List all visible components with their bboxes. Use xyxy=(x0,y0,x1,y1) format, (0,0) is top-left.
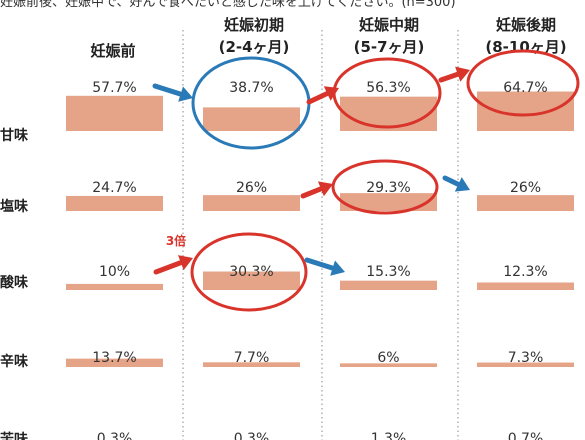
value-label-r4-c1: 0.3% xyxy=(234,431,270,440)
bar-r1-c1 xyxy=(203,195,300,211)
bar-r3-c3 xyxy=(477,362,574,367)
bar-r0-c1 xyxy=(203,107,300,131)
row-label-1: 塩味 xyxy=(0,198,28,215)
top-caption: 妊娠前後、妊娠中で、好んで食べたいと感じた味を上げてください。(n=300) xyxy=(0,0,456,10)
bar-r0-c2 xyxy=(340,96,437,131)
row-label-3: 辛味 xyxy=(0,353,28,370)
trend-arrow-4-shaft xyxy=(442,175,461,187)
bar-r0-c0 xyxy=(66,95,163,131)
bar-r0-c3 xyxy=(477,91,574,131)
value-label-r2-c0: 10% xyxy=(99,264,130,280)
header-col-2-line1: 妊娠中期 xyxy=(358,16,419,34)
highlight-circle-0 xyxy=(191,56,311,150)
value-label-r1-c2: 29.3% xyxy=(366,180,410,196)
trend-arrow-2-shaft xyxy=(438,71,461,83)
trend-arrow-6-shaft xyxy=(304,257,336,271)
header-col-2: 妊娠中期 (5-7ヶ月) xyxy=(329,14,449,58)
row-label-2: 酸味 xyxy=(0,274,28,291)
value-label-r0-c0: 57.7% xyxy=(92,80,136,96)
value-label-r1-c3: 26% xyxy=(510,180,541,196)
value-label-r2-c3: 12.3% xyxy=(503,264,547,280)
bar-r3-c1 xyxy=(203,362,300,367)
value-label-r3-c0: 13.7% xyxy=(92,350,136,366)
trend-arrow-0-shaft xyxy=(152,83,184,97)
row-label-0: 甘味 xyxy=(0,127,28,144)
value-label-r0-c2: 56.3% xyxy=(366,80,410,96)
bar-r2-c2 xyxy=(340,280,437,290)
value-label-r1-c0: 24.7% xyxy=(92,180,136,196)
value-label-r1-c1: 26% xyxy=(236,180,267,196)
highlight-circle-4 xyxy=(190,232,308,312)
value-label-r3-c2: 6% xyxy=(377,350,399,366)
callout-3x: 3倍 xyxy=(166,233,186,248)
highlight-circle-2 xyxy=(466,49,580,117)
value-label-r0-c1: 38.7% xyxy=(229,80,273,96)
bar-r2-c0 xyxy=(66,283,163,290)
trend-arrow-6-head xyxy=(330,260,345,276)
value-label-r3-c1: 7.7% xyxy=(234,350,270,366)
header-col-3-line1: 妊娠後期 xyxy=(495,16,556,34)
bar-r1-c0 xyxy=(66,195,163,211)
value-label-r4-c2: 1.3% xyxy=(371,431,407,440)
header-col-1-line2: (2-4ヶ月) xyxy=(218,38,290,56)
value-label-r4-c0: 0.3% xyxy=(97,431,133,440)
bar-r1-c3 xyxy=(477,195,574,211)
header-col-2-line2: (5-7ヶ月) xyxy=(353,38,425,56)
value-label-r0-c3: 64.7% xyxy=(503,80,547,96)
bar-r2-c3 xyxy=(477,282,574,290)
value-label-r2-c1: 30.3% xyxy=(229,264,273,280)
row-label-4: 苦味 xyxy=(0,431,28,440)
value-label-r3-c3: 7.3% xyxy=(508,350,544,366)
header-col-1: 妊娠初期 (2-4ヶ月) xyxy=(194,14,314,58)
bar-r1-c2 xyxy=(340,193,437,211)
trend-arrow-1-head xyxy=(323,86,339,101)
trend-arrow-5-head xyxy=(178,255,193,271)
highlight-circle-3 xyxy=(331,159,439,215)
bar-r3-c2 xyxy=(340,363,437,367)
trend-arrow-2-head xyxy=(455,66,470,82)
trend-arrow-5-shaft xyxy=(153,260,184,275)
header-col-0: 妊娠前 xyxy=(58,40,168,62)
header-col-1-line1: 妊娠初期 xyxy=(223,16,284,34)
value-label-r4-c3: 0.7% xyxy=(508,431,544,440)
bar-r2-c1 xyxy=(203,271,300,290)
value-label-r2-c2: 15.3% xyxy=(366,264,410,280)
header-col-0-line1: 妊娠前 xyxy=(90,42,136,60)
trend-arrow-3-shaft xyxy=(300,186,324,199)
trend-arrow-0-head xyxy=(178,86,193,102)
trend-arrow-4-head xyxy=(454,177,470,192)
bar-r3-c0 xyxy=(66,358,163,367)
trend-arrow-1-shaft xyxy=(306,90,330,105)
trend-arrow-3-head xyxy=(317,181,333,197)
